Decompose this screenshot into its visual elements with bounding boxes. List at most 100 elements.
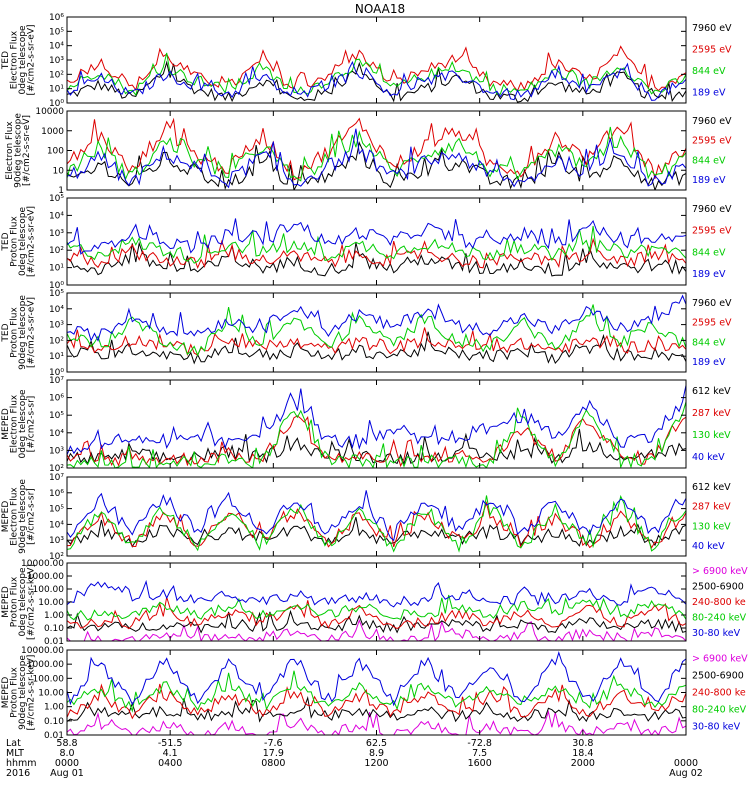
panel-plot-area: [67, 579, 686, 641]
y-tick-label: 10: [53, 166, 65, 176]
x-axis-value: 62.5: [366, 738, 387, 749]
time-axis-labels: Lat 58.8 -51.5 -7.6 62.5 -72.8 30.8 MLT 8.0 4.1 17…: [6, 738, 703, 779]
y-tick-label: 1.00: [44, 703, 64, 713]
x-axis-value: 0800: [261, 758, 285, 769]
series-line-189-ev: [67, 128, 686, 189]
series-line-189-ev: [67, 294, 686, 342]
panel-plot-area: [67, 294, 686, 365]
series-line-240-800-kev: [67, 683, 686, 720]
legend-entry: 189 eV: [692, 357, 726, 368]
legend-entry: 40 keV: [692, 541, 725, 552]
panel-ylabel: Electron Flux: [10, 394, 20, 453]
x-axis-row-label: MLT: [6, 748, 24, 759]
panel-ylabel: TED: [1, 232, 11, 251]
series-line-612-kev: [67, 516, 686, 548]
y-tick-label: 10²: [49, 552, 64, 562]
y-tick-label: 10⁰: [49, 281, 64, 291]
panel-plot-area: [67, 385, 686, 468]
y-tick-label: 100: [47, 147, 64, 157]
panel-plot-area: [67, 490, 686, 553]
y-tick-label: 100.00: [33, 585, 65, 595]
x-axis-row-label: Lat: [6, 738, 21, 749]
panel-ylabel: Electron Flux: [5, 121, 15, 180]
panel-plot-area: [67, 117, 686, 190]
y-tick-label: 0.01: [44, 637, 64, 647]
legend-entry: 2595 eV: [692, 226, 732, 237]
series-line-844-ev: [67, 226, 686, 264]
panel-ylabel: 90deg telescope: [18, 655, 28, 730]
y-tick-label: 100.00: [33, 674, 65, 684]
x-axis-value: 0000: [55, 758, 79, 769]
panel-frame: [66, 16, 687, 104]
y-tick-label: 10⁵: [49, 289, 64, 299]
y-tick-label: 0.10: [44, 717, 64, 727]
y-tick-label: 10000: [35, 107, 64, 117]
panel-ylabel: [#/cm2-s-sr]: [27, 396, 37, 453]
series-line-40-kev: [67, 385, 686, 456]
y-tick-label: 10²: [49, 70, 64, 80]
y-tick-label: 10³: [49, 446, 64, 456]
series-line-30-80-kev: [67, 651, 686, 707]
legend-entry: 130 keV: [692, 521, 731, 532]
x-axis-value: 30.8: [572, 738, 593, 749]
panel-ylabel: Proton Flux: [10, 307, 20, 358]
series-line-80-240-kev: [67, 594, 686, 621]
panel-p7: 0.01 0.10 1.00 10.00 100.00 1000.00 10000.00 ME…: [1, 559, 748, 647]
legend-entry: 2500-6900: [692, 671, 744, 682]
panel-ylabel: TED: [1, 51, 11, 70]
panel-ylabel: [#/cm2-s-sr]: [27, 488, 37, 545]
y-tick-label: 10000.00: [21, 559, 64, 569]
series-line-844-ev: [67, 52, 686, 97]
legend-entry: 189 eV: [692, 87, 726, 98]
y-tick-label: 10¹: [49, 264, 64, 274]
panel-ylabel: Electron Flux: [10, 487, 20, 546]
x-axis-row-label: 2016: [6, 768, 30, 779]
x-axis-value: 0000: [674, 758, 698, 769]
series-line-844-ev: [67, 304, 686, 357]
panel-ylabel: 90deg telescope: [14, 113, 24, 188]
legend-entry: 2595 eV: [692, 44, 732, 55]
panel-ylabel: [#/cm2-s-sr-keV]: [27, 564, 37, 640]
panel-ylabel: 0deg telescope: [18, 25, 28, 95]
legend-entry: 80-240 keV: [692, 705, 747, 716]
y-tick-label: 10⁴: [49, 429, 64, 439]
series-line-189-ev: [67, 60, 686, 101]
panel-ylabel: 90deg telescope: [18, 295, 28, 370]
series-line-40-kev: [67, 490, 686, 542]
legend-entry: 2500-6900: [692, 581, 744, 592]
y-tick-label: 1.00: [44, 611, 64, 621]
series-line-2595-ev: [67, 117, 686, 181]
x-axis-value: 58.8: [56, 738, 77, 749]
legend-entry: 2595 eV: [692, 136, 732, 147]
y-tick-label: 10⁴: [49, 520, 64, 530]
y-tick-label: 10³: [49, 56, 64, 66]
series-line-612-kev: [67, 428, 686, 465]
series-line-7960-ev: [67, 60, 686, 103]
y-tick-label: 10⁰: [49, 99, 64, 109]
series-line-7960-ev: [67, 141, 686, 190]
series-line-844-ev: [67, 126, 686, 182]
y-tick-label: 10⁵: [49, 194, 64, 204]
panel-ylabel: Proton Flux: [10, 576, 20, 627]
legend-entry: 30-80 keV: [692, 722, 741, 733]
legend-entry: 287 keV: [692, 408, 731, 419]
series-line-2500-6900: [67, 695, 686, 723]
panel-plot-area: [67, 651, 686, 735]
legend-entry: 287 keV: [692, 502, 731, 513]
legend-entry: 844 eV: [692, 247, 726, 258]
legend-entry: 189 eV: [692, 175, 726, 186]
y-tick-label: 10⁴: [49, 42, 64, 52]
panel-ylabel: 0deg telescope: [18, 567, 28, 637]
legend-entry: 30-80 keV: [692, 628, 741, 639]
x-axis-value: -7.6: [264, 738, 283, 749]
x-axis-value: 0400: [158, 758, 182, 769]
legend-entry: 80-240 keV: [692, 613, 747, 624]
y-tick-label: 0.01: [44, 731, 64, 741]
panel-plot-area: [67, 45, 686, 103]
series-line-287-kev: [67, 500, 686, 549]
series-line-2595-ev: [67, 45, 686, 92]
panel-frame: [66, 110, 687, 191]
